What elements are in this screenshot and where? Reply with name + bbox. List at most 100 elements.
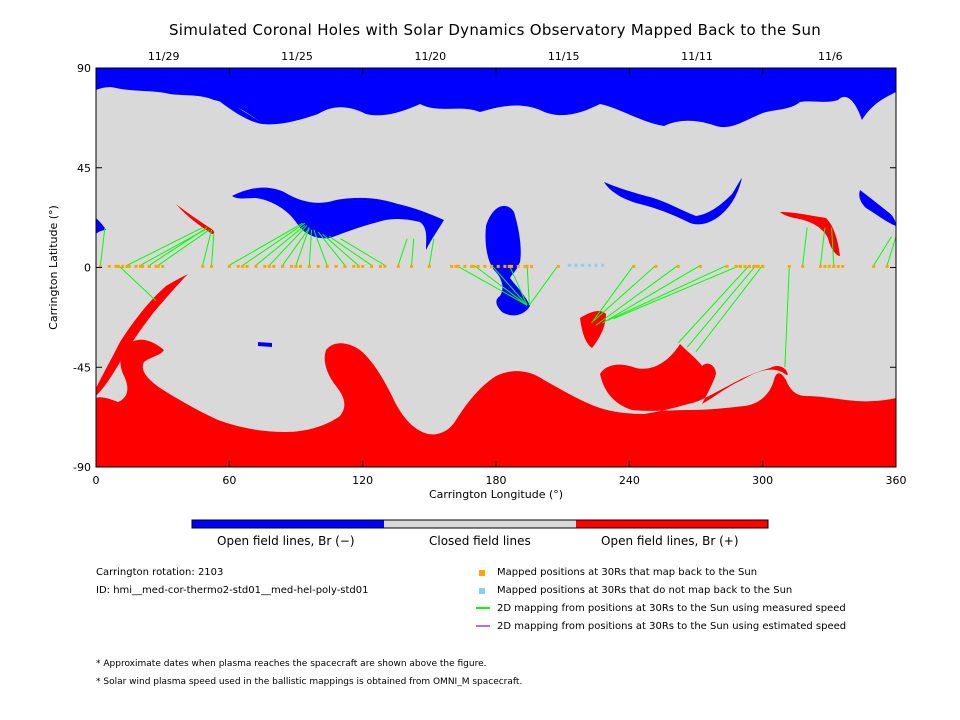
mapped-point: [245, 264, 249, 268]
mapping-line: [831, 227, 835, 266]
legend-swatch-measured: [476, 607, 490, 609]
mapped-point: [507, 264, 511, 268]
colorbar-closed: [384, 520, 576, 528]
chart-title: Simulated Coronal Holes with Solar Dynam…: [168, 21, 822, 39]
legend-label-mapped: Mapped positions at 30Rs that map back t…: [497, 567, 758, 578]
top-date-label: 11/6: [818, 50, 843, 63]
mapping-line: [322, 233, 359, 266]
mapped-point: [141, 264, 145, 268]
mapping-line: [886, 236, 897, 266]
mapping-line: [295, 227, 310, 266]
mapping-line: [802, 227, 808, 266]
mapping-line: [873, 236, 892, 266]
mapped-point: [263, 264, 267, 268]
top-date-label: 11/15: [548, 50, 580, 63]
mapping-line: [606, 264, 728, 322]
mapping-line: [268, 225, 308, 266]
mapped-point: [121, 264, 125, 268]
mapping-line: [428, 238, 435, 266]
mapping-line: [473, 264, 528, 306]
legend-swatch-mapped: [479, 570, 485, 576]
mapping-line: [593, 264, 657, 322]
mapping-line: [340, 238, 386, 266]
red-patch-north-55: [176, 204, 215, 234]
legend-label-estimated: 2D mapping from positions at 30Rs to the…: [497, 621, 847, 632]
colorbar-negative: [192, 520, 384, 528]
mapped-point: [725, 264, 729, 268]
north-polar-hole-tail: [218, 100, 262, 124]
mapped-point: [463, 264, 467, 268]
mapping-line: [602, 264, 701, 324]
x-tick-label: 240: [619, 474, 640, 487]
mapped-point: [510, 264, 514, 268]
mapped-point: [294, 264, 298, 268]
note-speed: * Solar wind plasma speed used in the ba…: [96, 677, 523, 687]
top-date-label: 11/20: [414, 50, 446, 63]
unmapped-point: [581, 263, 585, 267]
south-polar-coronal-hole: [96, 339, 896, 467]
mapping-line: [819, 227, 826, 266]
northeast-edge-hole: [859, 190, 896, 226]
mapped-point: [470, 264, 474, 268]
colorbar-label-closed: Closed field lines: [429, 534, 531, 548]
mapped-point: [752, 264, 756, 268]
mapped-point: [503, 264, 507, 268]
top-date-label: 11/25: [281, 50, 313, 63]
mapped-point: [734, 264, 738, 268]
mapped-point: [98, 264, 102, 268]
unmapped-point: [567, 263, 571, 267]
mapped-point: [756, 264, 760, 268]
mapping-line: [686, 264, 757, 348]
mapped-point: [456, 264, 460, 268]
arc-hole-northeast: [604, 178, 742, 225]
mapped-point: [496, 264, 500, 268]
central-lobe-hole: [485, 205, 530, 316]
mapped-point: [356, 264, 360, 268]
mapped-point: [334, 264, 338, 268]
mapped-point: [325, 264, 329, 268]
mapped-point: [378, 264, 382, 268]
mapped-point: [290, 264, 294, 268]
note-dates: * Approximate dates when plasma reaches …: [96, 659, 487, 669]
mapped-point: [754, 264, 758, 268]
mapping-line: [313, 229, 328, 266]
mapping-line: [149, 227, 208, 266]
north-polar-coronal-hole: [96, 68, 896, 128]
mapped-point: [743, 264, 747, 268]
mapping-line: [202, 229, 213, 266]
mapping-line: [242, 222, 306, 266]
map-layer: [96, 68, 896, 467]
mapped-point: [556, 264, 560, 268]
mapped-point: [654, 264, 658, 268]
mapped-point: [698, 264, 702, 268]
mapped-point: [841, 264, 845, 268]
mapped-point: [316, 264, 320, 268]
colorbar-positive: [576, 520, 768, 528]
mapping-line: [411, 238, 415, 266]
mapping-line: [677, 264, 750, 344]
mapped-point: [472, 264, 476, 268]
mapped-point: [827, 264, 831, 268]
small-blue-fleck: [258, 342, 272, 347]
mapped-point: [530, 264, 534, 268]
top-date-label: 11/29: [148, 50, 180, 63]
mapped-point: [352, 264, 356, 268]
mapped-point: [156, 264, 160, 268]
red-patch-south-220: [580, 311, 606, 348]
mapping-line: [784, 265, 790, 368]
mapped-point: [201, 264, 205, 268]
colorbar-label-positive: Open field lines, Br (+): [601, 534, 739, 548]
mapped-point: [396, 264, 400, 268]
mapped-point: [476, 264, 480, 268]
legend-label-measured: 2D mapping from positions at 30Rs to the…: [497, 603, 846, 614]
mapped-point: [127, 264, 131, 268]
mapped-point: [450, 264, 454, 268]
mapped-point: [370, 264, 374, 268]
mapping-line: [282, 227, 310, 266]
mapped-point: [307, 264, 311, 268]
mapping-line: [126, 227, 203, 266]
mapped-point: [281, 264, 285, 268]
mapped-point: [254, 264, 258, 268]
mapping-line: [491, 264, 528, 306]
mapped-point: [483, 264, 487, 268]
